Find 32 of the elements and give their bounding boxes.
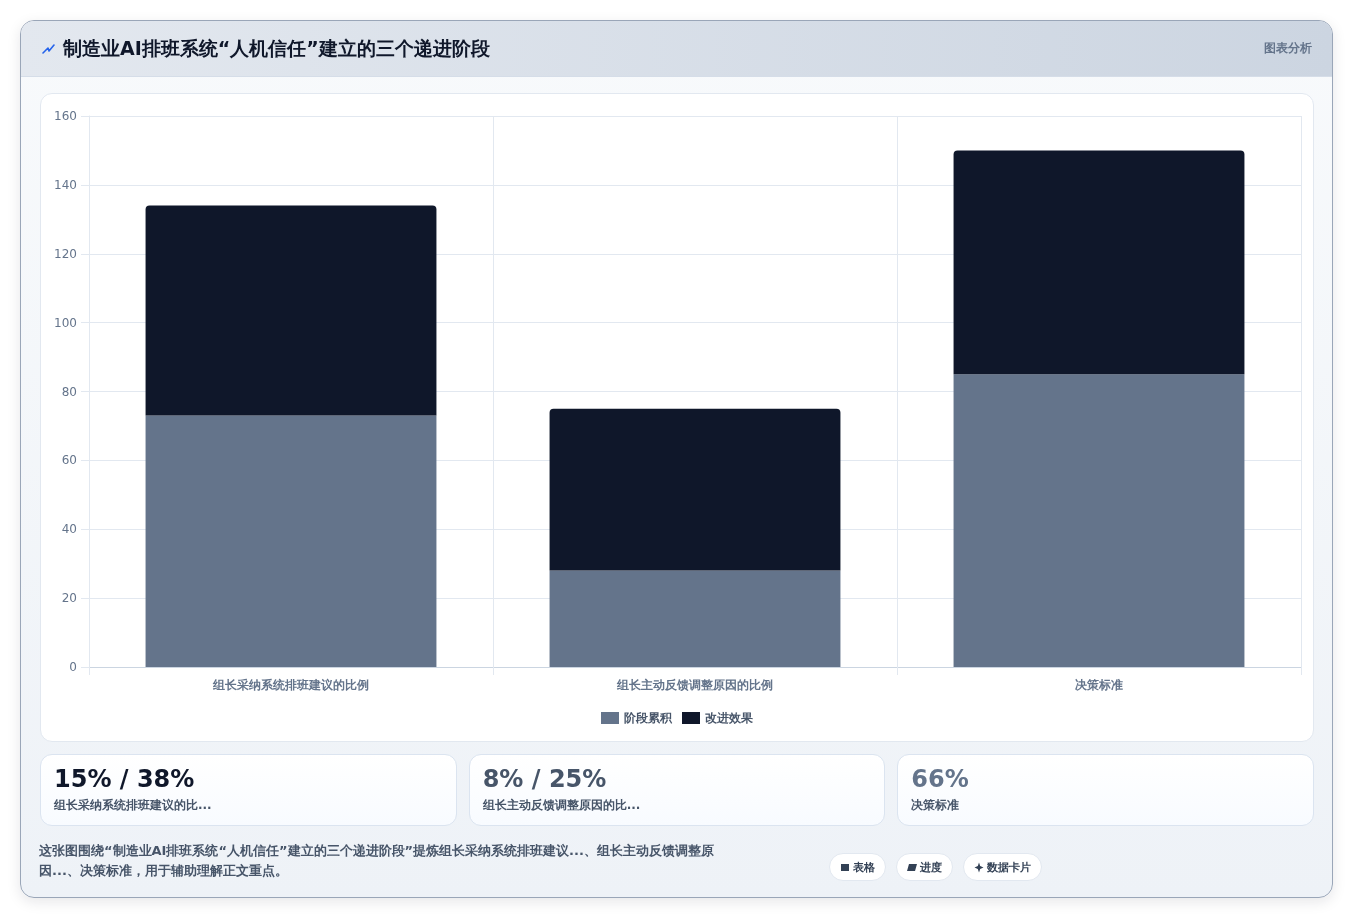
y-tick-label: 100 — [54, 315, 77, 330]
x-tick-label: 组长主动反馈调整原因的比例 — [616, 678, 773, 692]
legend-label: 阶段累积 — [624, 711, 673, 725]
y-tick-label: 0 — [69, 660, 77, 674]
bar — [145, 205, 437, 416]
y-tick-label: 40 — [61, 522, 77, 537]
bar — [953, 150, 1245, 375]
legend-label: 改进效果 — [705, 711, 754, 725]
x-tick-label: 组长采纳系统排班建议的比例 — [212, 678, 369, 692]
text: 组长采纳系统排班建议的比... — [54, 797, 213, 813]
chart-title: 制造业AI排班系统“人机信任”建立的三个递进阶段 — [63, 36, 490, 61]
y-tick-label: 20 — [61, 591, 77, 606]
text: 组长主动反馈调整原因的比... — [482, 797, 642, 813]
view-button[interactable]: 表格 — [829, 853, 886, 881]
bar — [145, 415, 437, 667]
y-tick-label: 140 — [54, 177, 77, 192]
y-tick-label: 80 — [61, 384, 77, 399]
text: 图表分析 — [1264, 40, 1312, 56]
text: 8% / 25% — [482, 764, 608, 795]
x-tick-label: 决策标准 — [1075, 678, 1123, 692]
view-button[interactable]: 数据卡片 — [963, 853, 1042, 881]
y-tick-label: 160 — [54, 109, 77, 123]
text: 15% / 38% — [54, 764, 196, 795]
bar — [953, 374, 1245, 667]
y-tick-label: 120 — [54, 246, 77, 261]
y-tick-label: 60 — [61, 453, 77, 468]
bar — [549, 570, 841, 667]
text: 决策标准 — [911, 797, 961, 813]
text: 66% — [911, 764, 970, 795]
bar — [549, 408, 841, 571]
text: 这张图围绕“制造业AI排班系统“人机信任”建立的三个递进阶段”提炼组长采纳系统排班建议...、组长主动反馈调整原因...、决策标准，用于辅助理解正文重点。 — [39, 842, 715, 880]
view-button[interactable]: 进度 — [896, 853, 953, 881]
